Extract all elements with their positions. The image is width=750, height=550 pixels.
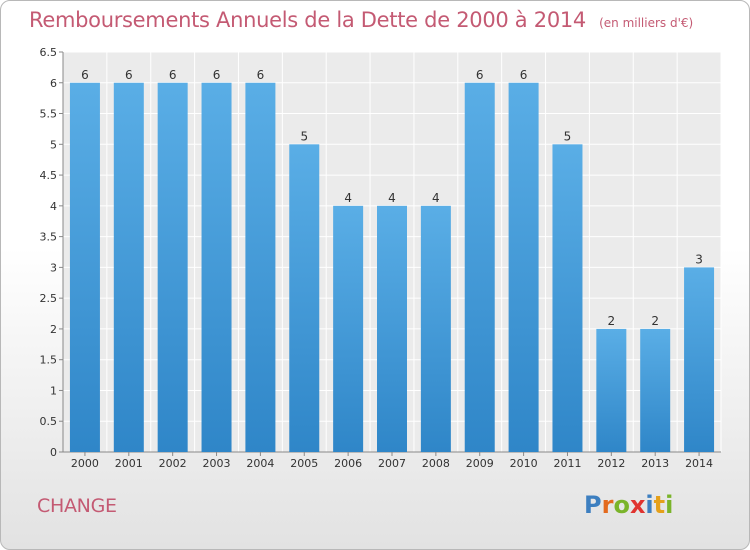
x-tick-label: 2004: [246, 457, 274, 470]
x-tick-label: 2003: [203, 457, 231, 470]
bar-value-label: 3: [695, 252, 703, 266]
x-tick-label: 2002: [159, 457, 187, 470]
bar-value-label: 2: [608, 314, 616, 328]
logo-letter: P: [584, 491, 602, 519]
bar-2000: [69, 82, 100, 453]
x-tick-label: 2006: [334, 457, 362, 470]
y-tick-label: 2: [50, 323, 57, 336]
y-tick-label: 3.5: [40, 231, 58, 244]
y-tick-label: 6.5: [40, 46, 58, 59]
bar-2009: [464, 82, 495, 453]
x-tick-label: 2013: [641, 457, 669, 470]
y-tick-label: 3: [50, 261, 57, 274]
x-tick-label: 2011: [553, 457, 581, 470]
bar-2007: [377, 205, 407, 452]
x-tick-label: 2010: [510, 457, 538, 470]
logo-letter: r: [601, 491, 614, 519]
bar-value-label: 6: [169, 68, 177, 82]
logo-letter: x: [629, 491, 646, 519]
bar-2011: [552, 144, 583, 453]
y-tick-label: 1.5: [40, 354, 58, 367]
bar-value-label: 4: [344, 191, 352, 205]
bar-value-label: 6: [476, 68, 484, 82]
bar-2004: [245, 82, 276, 453]
y-tick-label: 0.5: [40, 415, 58, 428]
logo-letter: i: [645, 491, 654, 519]
logo-letter: i: [665, 491, 674, 519]
x-tick-label: 2008: [422, 457, 450, 470]
bar-2006: [333, 205, 364, 452]
x-tick-label: 2001: [115, 457, 143, 470]
logo-letter: o: [613, 491, 630, 519]
y-tick-label: 6: [50, 77, 57, 90]
chart-title: Remboursements Annuels de la Dette de 20…: [29, 8, 586, 32]
bar-value-label: 6: [81, 68, 89, 82]
x-tick-label: 2007: [378, 457, 406, 470]
y-tick-label: 0: [50, 446, 57, 459]
bar-2003: [201, 82, 232, 453]
bar-2002: [157, 82, 188, 453]
bar-value-label: 5: [564, 129, 572, 143]
bar-2014: [684, 267, 715, 452]
bar-2012: [596, 328, 627, 452]
bar-value-label: 6: [125, 68, 133, 82]
bar-2001: [113, 82, 144, 453]
chart-subtitle: (en milliers d'€): [599, 16, 694, 30]
y-tick-label: 5: [50, 138, 57, 151]
y-tick-label: 4.5: [40, 169, 58, 182]
bar-value-label: 6: [257, 68, 265, 82]
bar-value-label: 6: [213, 68, 221, 82]
bar-value-label: 4: [388, 191, 396, 205]
bar-value-label: 2: [651, 314, 659, 328]
bar-value-label: 6: [520, 68, 528, 82]
bar-value-label: 4: [432, 191, 440, 205]
bar-2008: [420, 205, 451, 452]
chart-title-block: Remboursements Annuels de la Dette de 20…: [29, 8, 693, 32]
y-tick-label: 2.5: [40, 292, 58, 305]
commune-name: CHANGE: [37, 495, 117, 517]
y-tick-label: 1: [50, 384, 57, 397]
bar-value-label: 5: [300, 129, 308, 143]
proxiti-logo[interactable]: Proxiti: [584, 491, 673, 519]
x-tick-label: 2000: [71, 457, 99, 470]
x-tick-label: 2012: [597, 457, 625, 470]
x-tick-label: 2005: [290, 457, 318, 470]
bar-2013: [640, 328, 671, 452]
y-tick-label: 4: [50, 200, 57, 213]
x-tick-label: 2009: [466, 457, 494, 470]
x-tick-label: 2014: [685, 457, 713, 470]
logo-letter: t: [653, 491, 666, 519]
y-tick-label: 5.5: [40, 108, 58, 121]
bar-2010: [508, 82, 539, 453]
bar-2005: [289, 144, 320, 453]
